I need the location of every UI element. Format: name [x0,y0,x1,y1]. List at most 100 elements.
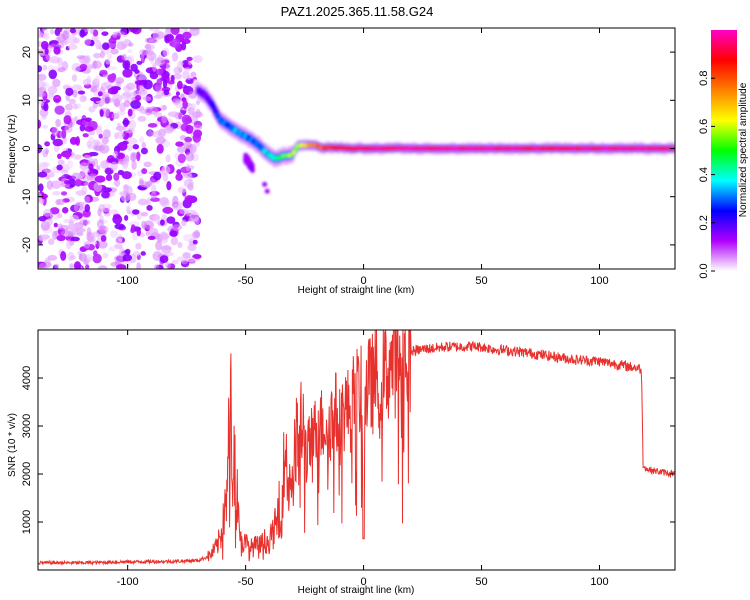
noise-blob [73,261,82,269]
noise-blob [186,56,193,61]
noise-blob [144,44,155,50]
noise-blob [153,214,161,224]
noise-blob [38,215,47,222]
noise-blob [46,180,54,190]
noise-blob [39,86,44,92]
noise-blob [190,71,197,78]
noise-blob [141,220,147,229]
noise-blob [102,42,110,50]
noise-blob [176,146,187,153]
noise-blob [122,184,130,190]
noise-blob [106,66,118,71]
noise-blob [100,235,107,242]
noise-blob [152,30,164,41]
noise-blob [162,79,168,89]
noise-blob [84,126,94,132]
noise-blob [194,216,200,226]
spectrogram-ylabel: Frequency (Hz) [7,115,18,184]
noise-blob [42,124,48,129]
noise-blob [64,179,71,185]
noise-blob [84,196,91,204]
noise-blob [79,219,91,226]
noise-blob [183,141,192,150]
noise-blob [57,57,63,66]
noise-blob [121,38,130,45]
noise-blob [67,35,77,45]
noise-blob [181,219,187,227]
noise-blob [110,48,119,55]
noise-blob [153,264,160,269]
noise-blob [193,141,201,148]
noise-blob [90,236,96,242]
noise-blob [43,208,52,217]
spectrogram-xlabel: Height of straight line (km) [298,285,415,296]
noise-blob [101,91,110,98]
noise-blob [108,246,118,252]
noise-blob [85,264,90,269]
noise-blob [120,193,131,202]
noise-blob [171,201,183,211]
spectrogram-y-axis: -20 -10 0 10 20 [21,46,675,253]
noise-blob [132,144,140,150]
noise-blob [72,89,78,98]
colorbar: 0.0 0.2 0.4 0.6 0.8 Normalized spectral ampl… [698,30,749,279]
noise-blob [51,180,62,189]
noise-blob [141,168,148,175]
noise-blob [97,91,103,97]
noise-blob [189,28,201,31]
noise-blob [52,78,61,88]
x-tick-label: 50 [475,576,487,588]
noise-blob [122,119,131,126]
noise-blob [94,75,100,84]
noise-blob [127,192,137,201]
snr-panel: -100 -50 0 50 100 1000 2000 3000 4000 Height of… [7,329,676,596]
noise-blob [132,232,138,241]
noise-blob [83,260,88,266]
noise-blob [146,51,157,61]
y-tick-label: -20 [21,237,33,253]
noise-blob [93,182,103,192]
noise-blob [79,124,86,132]
noise-blob [56,164,63,171]
noise-blob [65,239,72,250]
noise-blob [105,58,112,65]
noise-blob [138,136,145,144]
noise-blob [148,227,159,238]
y-tick-label: 3000 [21,414,33,438]
noise-blob [74,178,82,187]
noise-blob [91,85,98,93]
noise-blob [101,190,110,199]
noise-blob [136,60,143,65]
noise-blob [121,92,131,100]
noise-blob [65,151,70,160]
noise-blob [98,144,110,154]
noise-blob [107,87,119,95]
noise-blob [192,55,204,64]
noise-blob [146,205,153,211]
noise-blob [92,231,100,238]
noise-blob [119,246,125,257]
noise-blob [52,191,61,196]
noise-blob [143,220,155,230]
noise-blob [44,48,49,55]
snr-ylabel: SNR (10 * v/v) [7,413,18,477]
noise-blob [136,228,141,237]
noise-blob [64,103,73,111]
noise-blob [160,246,172,251]
noise-blob [181,38,191,44]
noise-blob [124,215,129,221]
noise-blob [123,99,131,108]
x-tick-label: 0 [361,275,367,287]
noise-blob [161,165,171,174]
noise-blob [121,171,133,180]
noise-blob [81,186,88,195]
noise-blob [38,171,48,178]
noise-blob [38,183,44,192]
noise-blob [115,125,126,131]
noise-blob [57,28,63,33]
noise-blob [54,105,65,115]
noise-blob [134,69,140,74]
noise-blob [38,163,43,172]
noise-blob [47,254,58,261]
noise-blob [177,187,187,193]
